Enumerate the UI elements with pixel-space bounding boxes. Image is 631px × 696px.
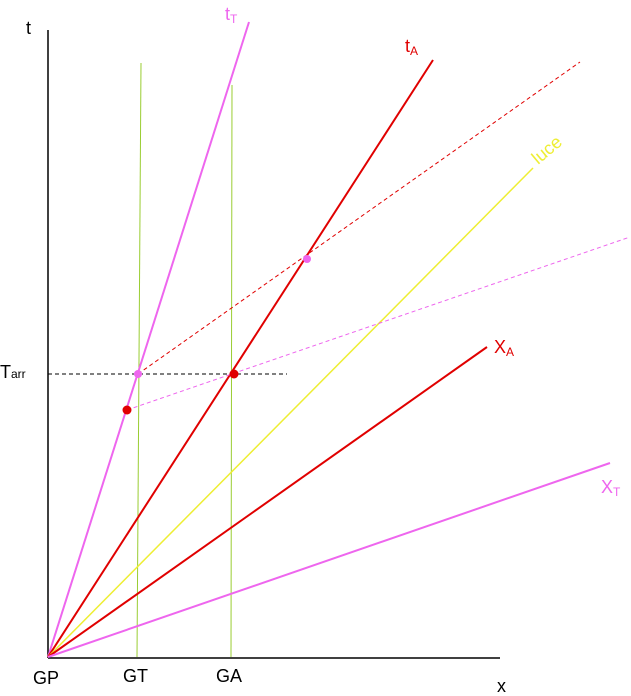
point-label: GA [216,666,242,686]
label-sub: T [230,12,238,26]
tarr-label: Tarr [0,362,26,382]
line-label: XA [494,337,514,359]
pink-dashed [126,236,631,411]
t-axis-label: t [26,18,31,38]
label-sub: A [410,44,418,58]
label-base: t [405,36,410,56]
red-dashed [137,61,581,375]
tA-line [47,59,434,658]
label-base: X [494,337,506,357]
line-label: XT [601,477,621,499]
dot [303,255,311,263]
xT-line [47,462,611,658]
dot [229,369,239,379]
line-label: tA [405,36,418,58]
label-sub: arr [11,367,26,381]
light-line [47,167,534,658]
dot [134,370,142,378]
point-label: GT [123,666,148,686]
dot [122,405,132,415]
label-base: T [0,362,11,382]
tT-line [47,21,250,658]
label-base: X [601,477,613,497]
label-sub: A [506,345,514,359]
line-label: tT [225,4,238,26]
label-sub: T [613,485,621,499]
line-label: luce [528,132,566,169]
gt-worldline [136,62,142,658]
x-axis-label: x [497,676,506,696]
label-base: t [225,4,230,24]
point-label: GP [33,668,59,688]
xA-line [47,346,488,658]
